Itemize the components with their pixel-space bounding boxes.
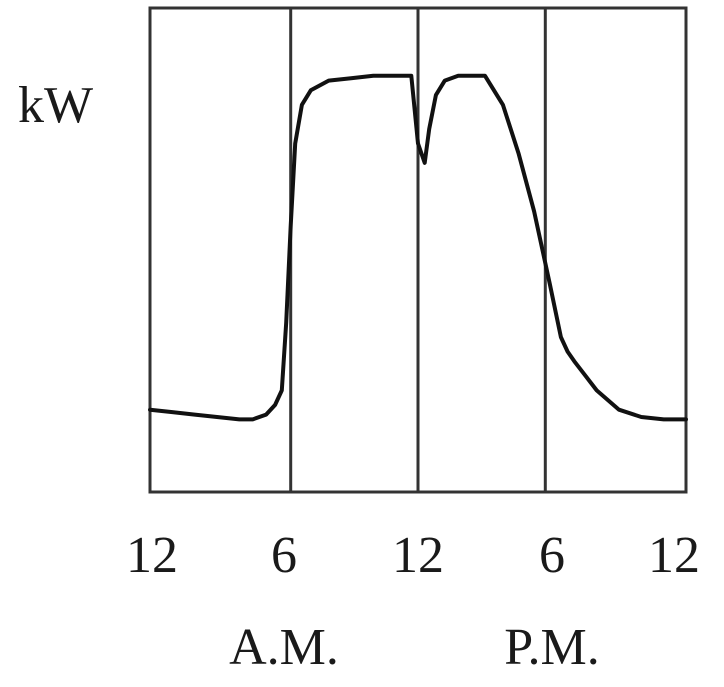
y-axis-label: kW [18,77,93,134]
period-labels: A.M. P.M. [229,619,600,676]
x-tick-label: 12 [392,527,444,584]
period-label-pm: P.M. [504,619,599,676]
x-tick-label: 12 [648,527,700,584]
period-label-am: A.M. [229,619,339,676]
series-group [148,73,688,422]
x-tick-label: 12 [126,527,178,584]
x-tick-label: 6 [271,527,297,584]
x-tick-label: 6 [539,527,565,584]
x-tick-labels: 12 6 12 6 12 [126,527,700,584]
series-line-1 [148,73,688,422]
plot-frame [148,6,688,494]
